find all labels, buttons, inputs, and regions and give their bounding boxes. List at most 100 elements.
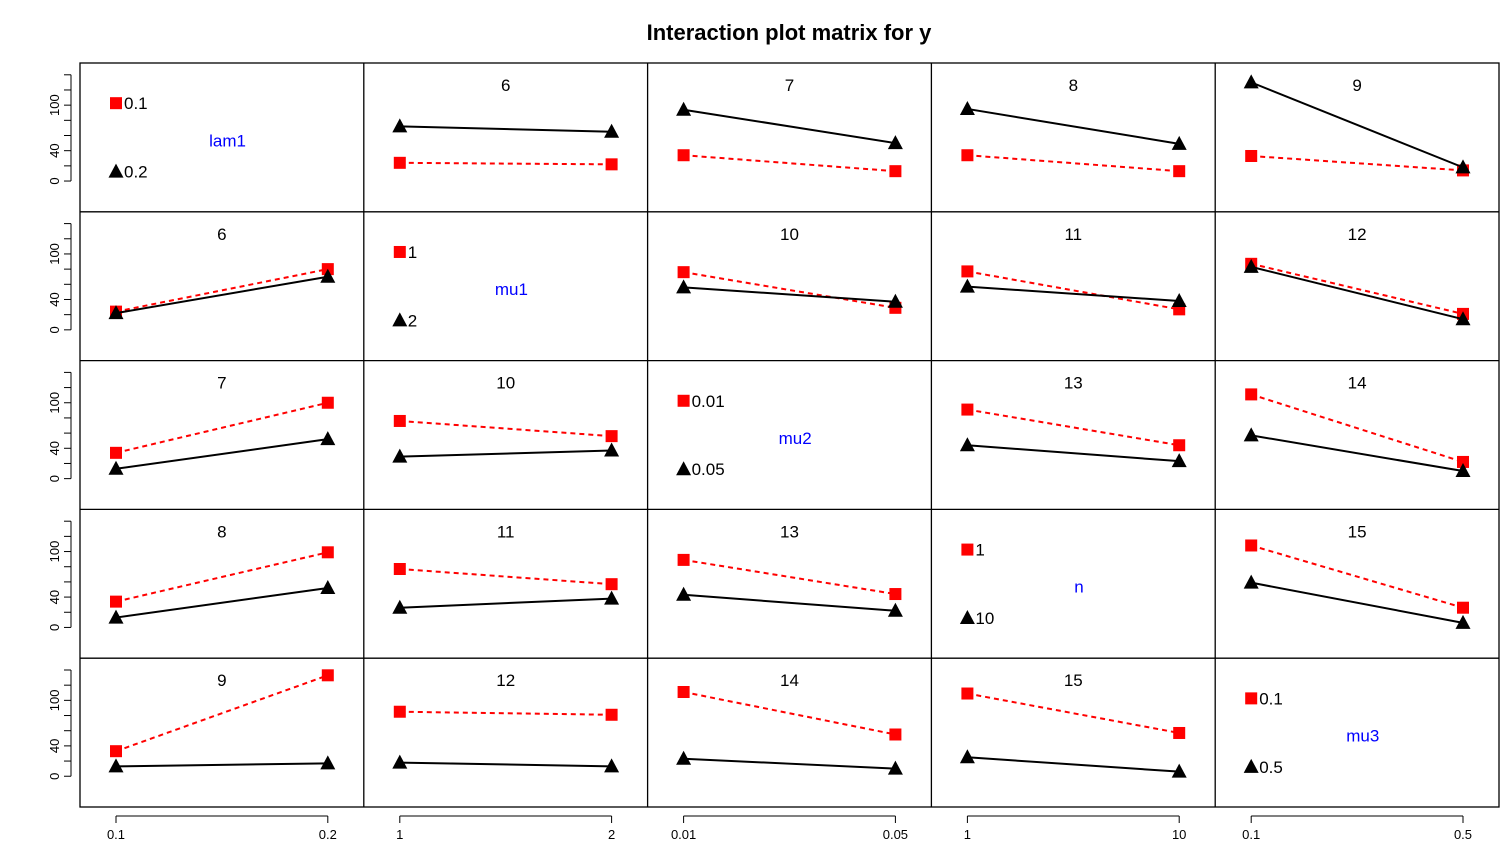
trace-line-level-1 bbox=[967, 692, 1180, 734]
trace-line-level-2 bbox=[399, 761, 612, 768]
trace-point bbox=[320, 579, 336, 594]
trace-line-level-2 bbox=[1250, 81, 1464, 169]
key-level-label: 10 bbox=[975, 609, 994, 628]
trace-point bbox=[605, 158, 618, 171]
trace-point bbox=[1245, 539, 1258, 552]
panel-label: 13 bbox=[780, 522, 799, 541]
key-level-label: 0.05 bbox=[692, 460, 725, 479]
trace-point bbox=[108, 305, 124, 320]
y-tick-label: 100 bbox=[47, 541, 62, 563]
key-marker bbox=[110, 97, 122, 110]
trace-point bbox=[887, 760, 903, 775]
trace-line-level-2 bbox=[1251, 581, 1464, 624]
key-marker bbox=[1243, 758, 1259, 773]
trace-point bbox=[605, 708, 618, 721]
trace-line-level-2 bbox=[399, 597, 612, 609]
trace-point bbox=[887, 135, 903, 150]
trace-point bbox=[1173, 165, 1186, 178]
trace-point bbox=[392, 754, 408, 769]
trace-point bbox=[1171, 763, 1187, 778]
trace-point bbox=[320, 268, 336, 283]
trace-point bbox=[604, 123, 620, 138]
y-tick-label: 100 bbox=[47, 94, 62, 116]
x-tick-label: 1 bbox=[396, 827, 403, 842]
key-level-label: 0.01 bbox=[692, 392, 725, 411]
factor-name: n bbox=[1074, 578, 1083, 597]
y-tick-label: 0 bbox=[47, 177, 62, 184]
y-tick-label: 40 bbox=[47, 441, 62, 455]
trace-line-level-2 bbox=[115, 275, 328, 315]
x-tick-label: 0.01 bbox=[671, 827, 696, 842]
y-tick-label: 40 bbox=[47, 292, 62, 306]
trace-point bbox=[676, 750, 692, 765]
trace-line-level-2 bbox=[967, 107, 1180, 145]
key-level-label: 0.1 bbox=[124, 94, 148, 113]
y-tick-label: 0 bbox=[47, 773, 62, 780]
trace-point bbox=[393, 156, 406, 169]
trace-line-level-1 bbox=[115, 401, 329, 454]
panel-label: 7 bbox=[217, 374, 226, 393]
trace-line-level-1 bbox=[399, 161, 612, 166]
trace-point bbox=[393, 705, 406, 718]
panel-label: 13 bbox=[1064, 374, 1083, 393]
trace-point bbox=[959, 100, 975, 115]
trace-point bbox=[889, 165, 902, 178]
trace-point bbox=[605, 430, 618, 443]
trace-point bbox=[1171, 135, 1187, 150]
panel-label: 14 bbox=[1348, 374, 1367, 393]
trace-point bbox=[889, 728, 902, 741]
trace-point bbox=[604, 590, 620, 605]
key-marker bbox=[393, 245, 406, 258]
trace-point bbox=[1245, 149, 1258, 162]
plot-frame bbox=[79, 62, 1500, 808]
trace-line-level-1 bbox=[683, 154, 896, 173]
factor-name: mu2 bbox=[779, 429, 812, 448]
y-tick-label: 100 bbox=[47, 689, 62, 711]
key-level-label: 2 bbox=[408, 311, 417, 330]
trace-point bbox=[393, 563, 406, 576]
trace-point bbox=[110, 595, 122, 608]
key-marker bbox=[108, 163, 124, 178]
trace-point bbox=[1455, 159, 1471, 174]
trace-point bbox=[1457, 455, 1469, 468]
trace-line-level-1 bbox=[1250, 393, 1464, 463]
key-marker bbox=[959, 610, 975, 625]
trace-point bbox=[677, 266, 690, 279]
x-tick-label: 10 bbox=[1172, 827, 1186, 842]
panel-label: 14 bbox=[780, 671, 799, 690]
trace-point bbox=[961, 149, 974, 162]
trace-point bbox=[604, 758, 620, 773]
trace-line-level-1 bbox=[1251, 154, 1464, 172]
x-tick-label: 1 bbox=[964, 827, 971, 842]
panel-label: 9 bbox=[217, 671, 226, 690]
trace-point bbox=[1243, 574, 1259, 589]
y-tick-label: 0 bbox=[47, 624, 62, 631]
trace-point bbox=[1173, 439, 1186, 452]
trace-point bbox=[961, 687, 974, 700]
trace-point bbox=[961, 403, 974, 416]
trace-point bbox=[676, 101, 692, 116]
x-tick-label: 0.1 bbox=[1242, 827, 1260, 842]
trace-point bbox=[677, 686, 690, 699]
key-marker bbox=[676, 461, 692, 476]
trace-point bbox=[677, 553, 690, 566]
trace-line-level-1 bbox=[1250, 262, 1464, 315]
trace-point bbox=[889, 588, 902, 601]
trace-line-level-1 bbox=[683, 558, 896, 596]
panel-label: 6 bbox=[501, 76, 510, 95]
trace-point bbox=[321, 546, 334, 559]
trace-line-level-2 bbox=[967, 444, 1180, 463]
trace-line-level-1 bbox=[683, 691, 896, 736]
factor-name: lam1 bbox=[209, 131, 246, 150]
key-level-label: 0.2 bbox=[124, 163, 148, 182]
trace-point bbox=[392, 599, 408, 614]
trace-point bbox=[1457, 601, 1469, 614]
panel-label: 10 bbox=[496, 374, 515, 393]
key-level-label: 0.1 bbox=[1259, 689, 1283, 708]
y-tick-label: 100 bbox=[47, 392, 62, 414]
trace-line-level-2 bbox=[683, 286, 896, 303]
trace-point bbox=[321, 396, 334, 409]
panel-label: 8 bbox=[1069, 76, 1078, 95]
trace-line-level-1 bbox=[399, 710, 612, 716]
